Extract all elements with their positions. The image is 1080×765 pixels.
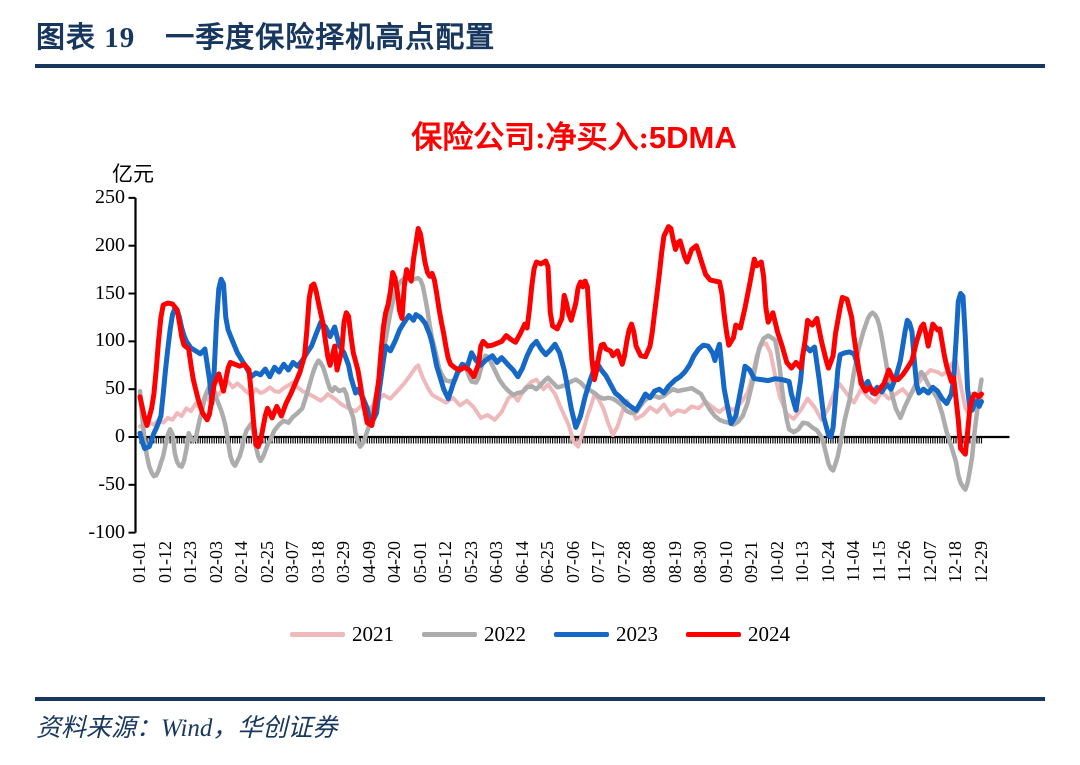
y-tick-label: 200 <box>95 233 125 256</box>
x-tick-label: 05-01 <box>409 541 430 583</box>
x-tick-label: 07-06 <box>562 541 583 583</box>
chart-title-main: 保险公司:净买入: <box>411 120 649 155</box>
x-tick-label: 11-26 <box>894 541 914 583</box>
y-tick-label: 0 <box>115 425 125 447</box>
y-tick-label: 100 <box>95 329 125 352</box>
legend-label-2022: 2022 <box>484 622 526 646</box>
legend-swatch-2022 <box>422 632 477 637</box>
legend-item-2024: 2024 <box>686 622 790 647</box>
x-tick-label: 08-30 <box>690 541 710 583</box>
y-tick-label: -50 <box>98 472 125 495</box>
chart-title: 保险公司:净买入:5DMA <box>135 112 1013 157</box>
y-tick-label: 50 <box>105 377 125 400</box>
x-tick-label: 03-18 <box>307 541 328 583</box>
legend-item-2022: 2022 <box>422 622 526 647</box>
x-tick-label: 04-09 <box>358 541 379 583</box>
x-tick-label: 05-12 <box>435 541 455 583</box>
series-line-2024 <box>137 224 984 457</box>
x-tick-label: 07-28 <box>613 541 634 583</box>
legend-swatch-2024 <box>686 632 741 637</box>
x-tick-label: 12-18 <box>945 541 965 583</box>
x-tick-label: 11-15 <box>868 541 889 583</box>
x-tick-label: 09-21 <box>741 541 761 583</box>
y-tick-label: 150 <box>95 281 125 304</box>
x-tick-label: 06-03 <box>486 541 506 583</box>
x-tick-label: 06-14 <box>511 541 532 583</box>
x-tick-label: 06-25 <box>537 541 557 583</box>
legend-swatch-2023 <box>554 632 609 637</box>
series-line-2022 <box>137 275 984 492</box>
y-tick-label: 250 <box>95 185 125 208</box>
x-tick-label: 10-02 <box>766 541 787 583</box>
legend-swatch-2021 <box>290 632 345 637</box>
x-tick-label: 01-01 <box>129 541 149 583</box>
y-axis-unit-label: 亿元 <box>112 162 154 186</box>
footer-divider <box>35 697 1045 701</box>
x-tick-label: 10-24 <box>817 541 838 583</box>
x-tick-label: 10-13 <box>792 541 812 583</box>
figure-caption: 图表 19 一季度保险择机高点配置 <box>36 22 496 54</box>
x-tick-label: 01-12 <box>154 541 175 583</box>
legend-item-2021: 2021 <box>290 622 394 647</box>
x-tick-label: 08-08 <box>639 541 659 583</box>
x-tick-label: 12-29 <box>970 541 991 583</box>
legend-item-2023: 2023 <box>554 622 658 647</box>
x-tick-label: 01-23 <box>180 541 200 583</box>
x-tick-label: 09-10 <box>715 541 736 583</box>
x-tick-label: 02-25 <box>256 541 277 583</box>
x-tick-label: 02-14 <box>231 541 251 583</box>
x-tick-label: 02-03 <box>205 541 226 583</box>
x-tick-label: 07-17 <box>588 541 608 583</box>
x-tick-label: 04-20 <box>384 541 404 583</box>
legend-label-2021: 2021 <box>352 622 394 646</box>
x-tick-label: 03-07 <box>282 541 302 583</box>
source-note: 资料来源：Wind，华创证券 <box>36 715 338 742</box>
x-tick-label: 08-19 <box>664 541 685 583</box>
chart-legend: 2021 2022 2023 2024 <box>0 622 1080 647</box>
chart-title-suffix: 5DMA <box>648 120 737 155</box>
header-divider <box>35 64 1045 68</box>
x-tick-label: 03-29 <box>333 541 353 583</box>
x-tick-label: 05-23 <box>460 541 481 583</box>
legend-label-2023: 2023 <box>616 622 658 646</box>
x-tick-label: 12-07 <box>919 541 940 583</box>
legend-label-2024: 2024 <box>748 622 790 646</box>
y-tick-label: -100 <box>88 520 125 543</box>
x-tick-label: 11-04 <box>843 541 863 583</box>
